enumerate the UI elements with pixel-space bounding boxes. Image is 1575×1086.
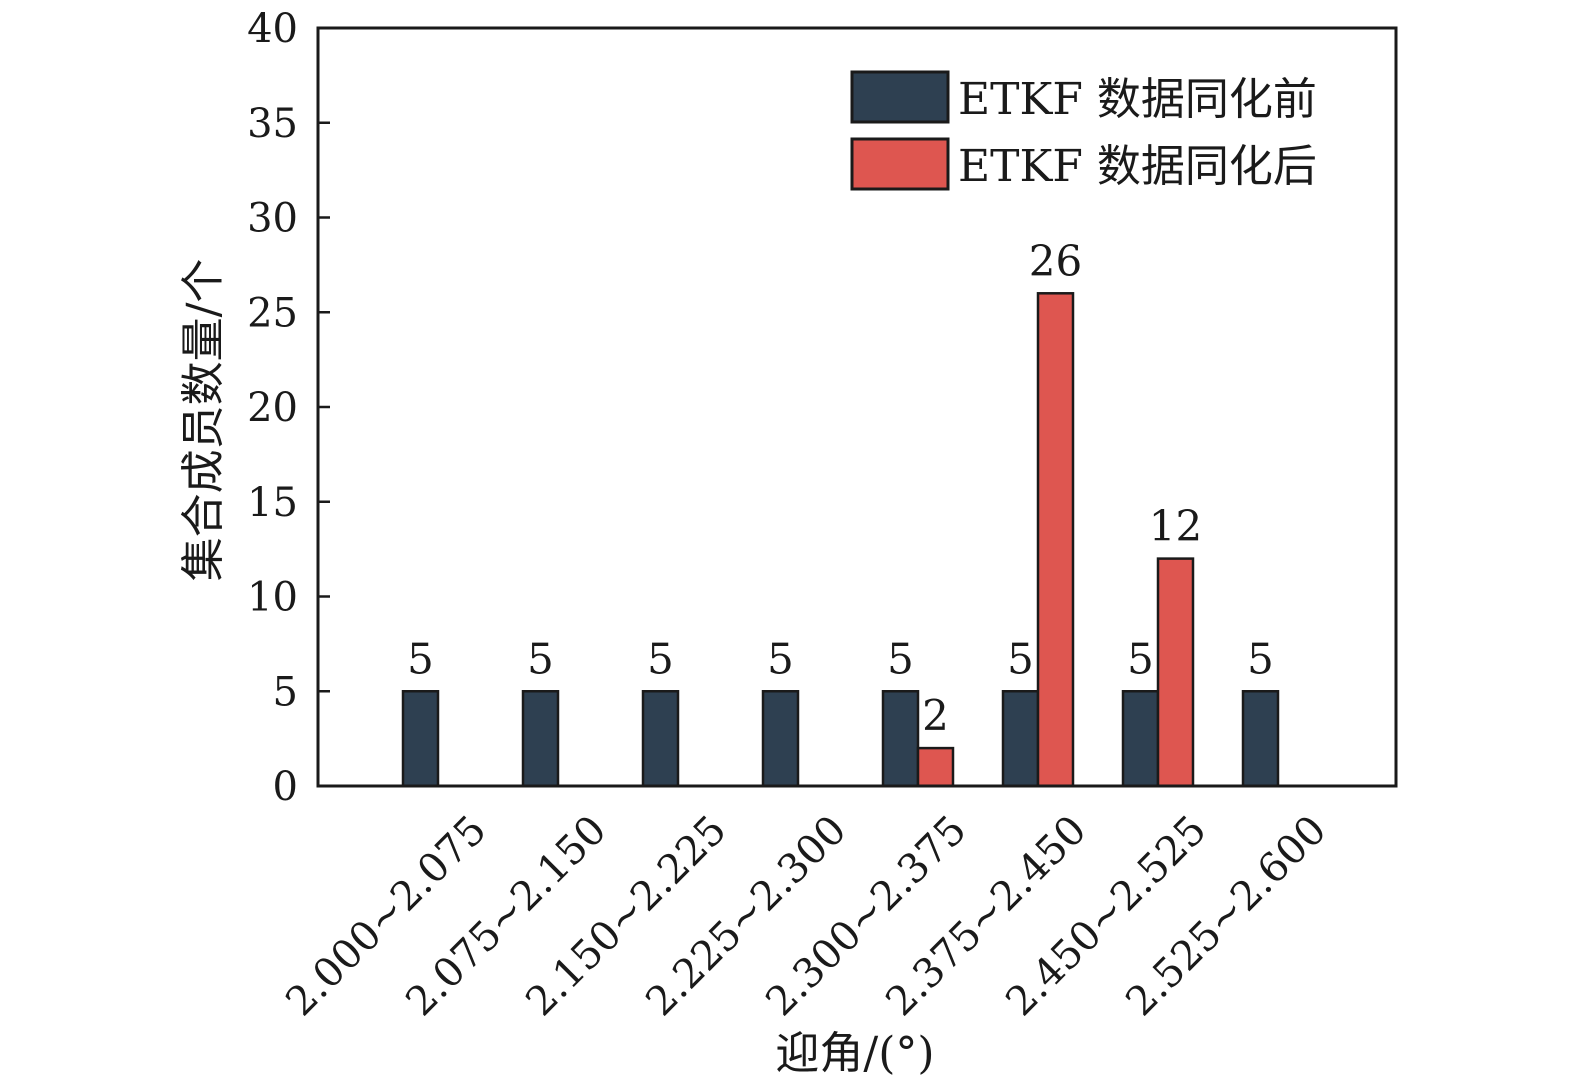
y-tick-label: 20 xyxy=(247,385,298,431)
plot-area-frame xyxy=(316,26,1398,788)
bar-after xyxy=(1036,292,1075,788)
data-label-before: 5 xyxy=(1247,634,1274,683)
bar-before xyxy=(1001,690,1040,788)
data-label-before: 5 xyxy=(407,634,434,683)
data-label-after: 2 xyxy=(922,691,949,740)
bar-before xyxy=(881,690,920,788)
x-axis-title: 迎角/(°) xyxy=(775,1028,934,1079)
data-label-after: 12 xyxy=(1149,502,1202,551)
y-tick-label: 30 xyxy=(247,196,298,242)
bar-before xyxy=(521,690,560,788)
bar-after xyxy=(1156,557,1195,788)
x-axis-tick-labels: 2.000~2.0752.075~2.1502.150~2.2252.225~2… xyxy=(277,807,1335,1025)
bar-before xyxy=(1121,690,1160,788)
bars xyxy=(401,292,1280,788)
data-label-before: 5 xyxy=(647,634,674,683)
y-tick-label: 10 xyxy=(247,575,298,621)
y-tick-label: 15 xyxy=(247,480,298,526)
data-label-before: 5 xyxy=(1007,634,1034,683)
data-label-before: 5 xyxy=(527,634,554,683)
data-label-after: 26 xyxy=(1029,236,1082,285)
y-axis-title: 集合成员数量/个 xyxy=(178,259,229,582)
y-tick-label: 5 xyxy=(273,669,298,715)
bar-before xyxy=(1241,690,1280,788)
legend-swatch-before xyxy=(850,70,950,124)
x-tick-label: 2.000~2.075 xyxy=(277,807,495,1025)
bar-after xyxy=(916,746,955,788)
y-tick-label: 35 xyxy=(247,101,298,147)
data-label-before: 5 xyxy=(887,634,914,683)
bar-before xyxy=(641,690,680,788)
bar-before xyxy=(401,690,440,788)
legend: ETKF 数据同化前 ETKF 数据同化后 xyxy=(850,70,1317,192)
legend-swatch-after xyxy=(850,137,950,191)
data-label-before: 5 xyxy=(1127,634,1154,683)
y-tick-label: 40 xyxy=(247,6,298,52)
legend-label-before: ETKF 数据同化前 xyxy=(958,74,1317,125)
y-axis-tick-labels: 0 5 10 15 20 25 30 35 40 xyxy=(247,6,298,810)
y-tick-label: 25 xyxy=(247,290,298,336)
legend-label-after: ETKF 数据同化后 xyxy=(958,141,1317,192)
bar-before xyxy=(761,690,800,788)
data-label-before: 5 xyxy=(767,634,794,683)
y-axis-ticks xyxy=(318,26,330,788)
y-tick-label: 0 xyxy=(273,764,298,810)
